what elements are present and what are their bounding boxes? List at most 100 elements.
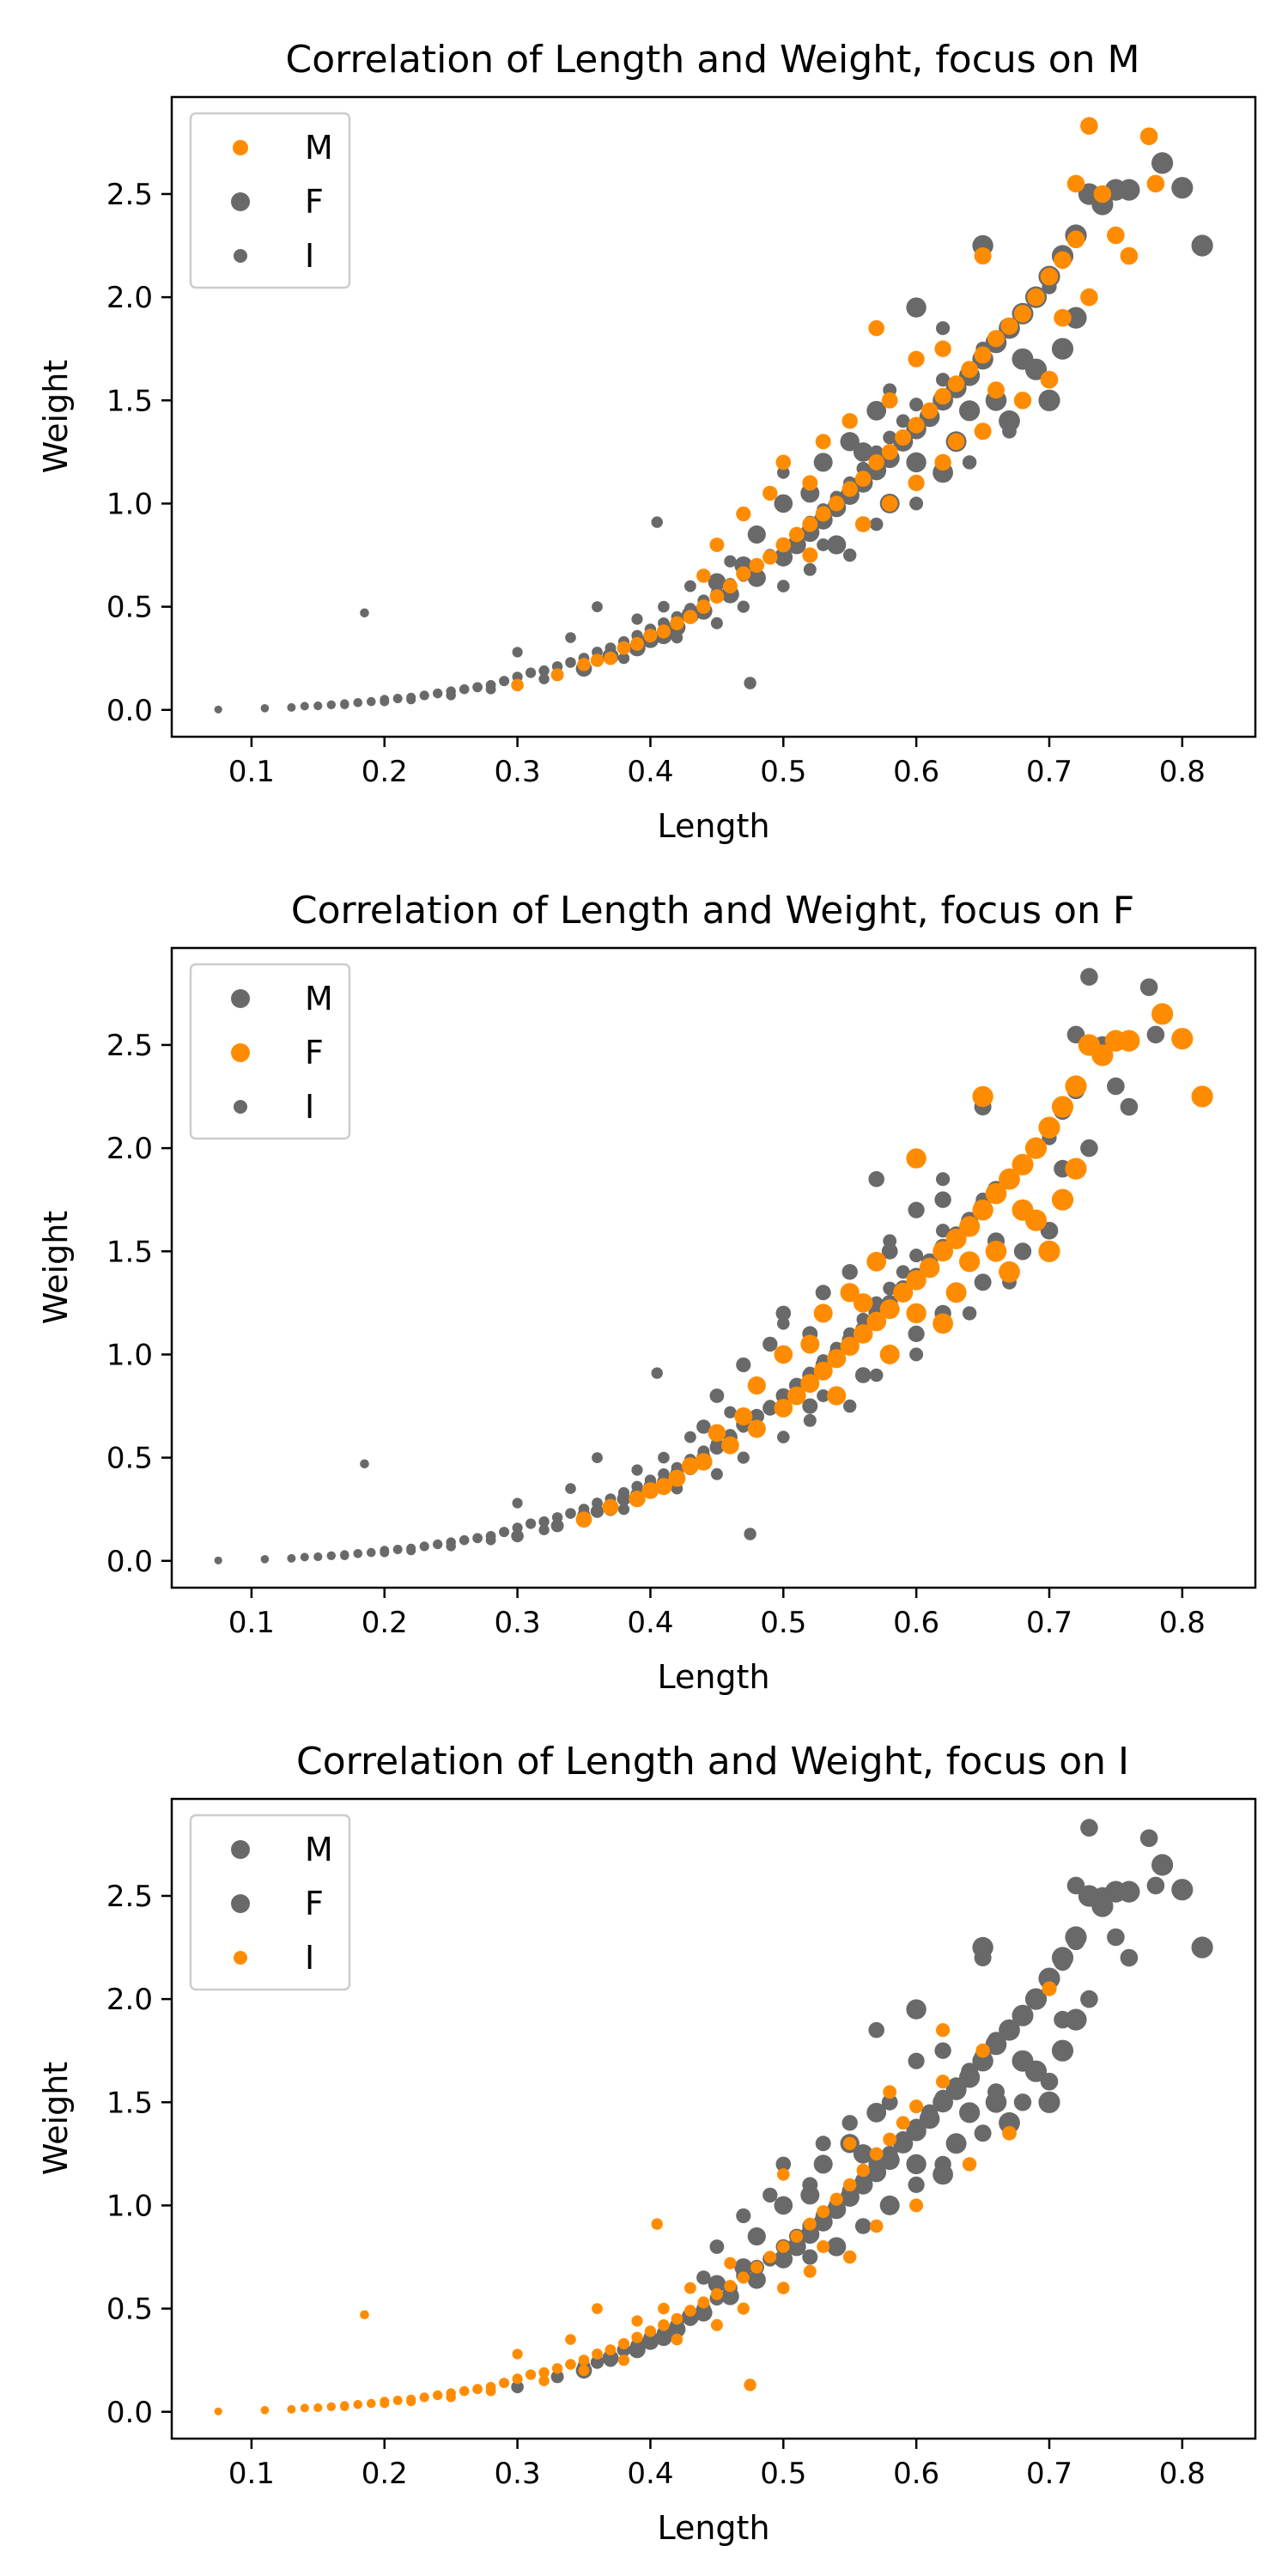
data-point-i — [658, 2319, 670, 2331]
data-point-f — [708, 573, 726, 592]
data-point-i — [326, 2402, 336, 2411]
data-point-f — [853, 1324, 873, 1344]
data-point-m — [1139, 1829, 1158, 1847]
data-point-i — [631, 613, 643, 625]
data-point-i — [380, 696, 390, 707]
data-point-m — [868, 319, 884, 337]
data-point-f — [787, 1386, 806, 1406]
data-point-m — [987, 330, 1005, 348]
data-point-i — [360, 608, 369, 618]
data-point-i — [763, 2251, 777, 2263]
y-axis-label: Weight — [37, 1211, 75, 1324]
x-tick-label: 0.6 — [893, 2457, 939, 2491]
data-point-f — [1051, 1188, 1074, 1211]
data-point-m — [1146, 174, 1165, 193]
data-point-i — [617, 1504, 630, 1516]
y-tick-label: 0.0 — [106, 2396, 153, 2430]
data-point-m — [617, 641, 631, 655]
data-point-i — [651, 516, 663, 528]
data-point-f — [893, 1282, 914, 1303]
data-point-i — [406, 2397, 416, 2407]
data-point-i — [909, 1347, 924, 1362]
data-point-i — [485, 683, 496, 695]
data-point-i — [499, 1527, 510, 1538]
data-point-m — [736, 1357, 751, 1373]
data-point-i — [790, 2230, 804, 2243]
x-tick-label: 0.8 — [1159, 755, 1206, 789]
legend: M F I — [189, 112, 351, 289]
data-point-i — [817, 538, 830, 551]
data-point-m — [881, 2093, 898, 2111]
data-point-i — [538, 1524, 550, 1535]
data-point-f — [774, 494, 793, 513]
y-tick-label: 0.0 — [106, 694, 153, 728]
data-point-f — [774, 1345, 793, 1364]
data-point-i — [260, 1555, 270, 1564]
data-point-i — [750, 1410, 763, 1423]
y-tick-label: 1.0 — [106, 2189, 153, 2223]
data-point-m — [934, 387, 951, 405]
x-tick-label: 0.2 — [361, 755, 408, 789]
data-point-i — [565, 2359, 576, 2370]
axis-ticks: 0.1 0.2 0.3 0.4 0.5 0.6 0.7 0.8 0.0 0.5 1.0 1.5 2.0 2… — [106, 178, 1206, 789]
y-tick-label: 2.0 — [106, 281, 153, 315]
data-point-i — [724, 1406, 737, 1419]
data-point-f — [906, 1270, 927, 1291]
data-point-i — [817, 2240, 830, 2253]
data-point-i — [287, 2404, 296, 2414]
data-point-f — [668, 2320, 686, 2338]
data-point-f — [827, 535, 847, 555]
data-point-i — [578, 2365, 590, 2377]
x-tick-label: 0.1 — [228, 2457, 275, 2491]
data-point-m — [590, 653, 605, 667]
data-point-i — [1002, 423, 1017, 439]
data-point-m — [550, 668, 564, 682]
data-point-i — [538, 2366, 550, 2379]
data-point-m — [841, 481, 858, 497]
data-point-m — [841, 2115, 858, 2131]
data-point-m — [974, 2124, 992, 2142]
data-point-i — [737, 2302, 750, 2315]
data-point-i — [869, 2147, 884, 2161]
data-point-f — [879, 1344, 900, 1364]
data-point-i — [737, 2271, 750, 2284]
y-tick-label: 1.5 — [106, 384, 153, 418]
data-point-m — [775, 2156, 792, 2172]
data-point-f — [866, 400, 887, 421]
data-point-m — [1054, 308, 1072, 327]
x-axis-label: Length — [657, 1658, 769, 1696]
x-tick-label: 0.3 — [495, 755, 541, 789]
data-point-m — [829, 495, 845, 512]
data-point-i — [737, 1451, 750, 1464]
data-point-f — [602, 1498, 619, 1516]
chart-panel-m: Correlation of Length and Weight, focus … — [37, 38, 1257, 845]
data-point-i — [446, 2392, 456, 2403]
data-point-i — [380, 1547, 390, 1558]
data-point-i — [658, 2302, 670, 2315]
y-tick-label: 1.5 — [106, 1235, 153, 1269]
data-point-f — [959, 1216, 981, 1237]
data-point-i — [737, 600, 750, 613]
data-point-m — [1146, 1025, 1165, 1044]
data-point-f — [641, 2333, 659, 2350]
data-point-f — [1065, 2008, 1087, 2031]
legend-marker-f — [231, 1043, 250, 1062]
chart-panel-i: Correlation of Length and Weight, focus … — [37, 1740, 1257, 2547]
data-point-m — [1027, 288, 1045, 307]
data-point-i — [617, 653, 630, 665]
data-point-i — [551, 2363, 563, 2374]
data-point-m — [590, 1504, 605, 1518]
data-point-m — [802, 516, 818, 532]
data-point-m — [1146, 1876, 1165, 1895]
data-point-i — [777, 2240, 790, 2253]
data-point-f — [1012, 2050, 1034, 2072]
data-point-m — [974, 247, 992, 264]
data-point-m — [709, 589, 725, 604]
data-point-f — [1104, 1030, 1127, 1052]
data-point-i — [777, 580, 790, 592]
data-point-i — [419, 1541, 429, 1552]
legend-marker-i — [234, 1951, 247, 1965]
data-point-m — [1139, 127, 1158, 145]
data-point-f — [919, 2108, 940, 2129]
x-tick-label: 0.2 — [361, 2457, 408, 2491]
